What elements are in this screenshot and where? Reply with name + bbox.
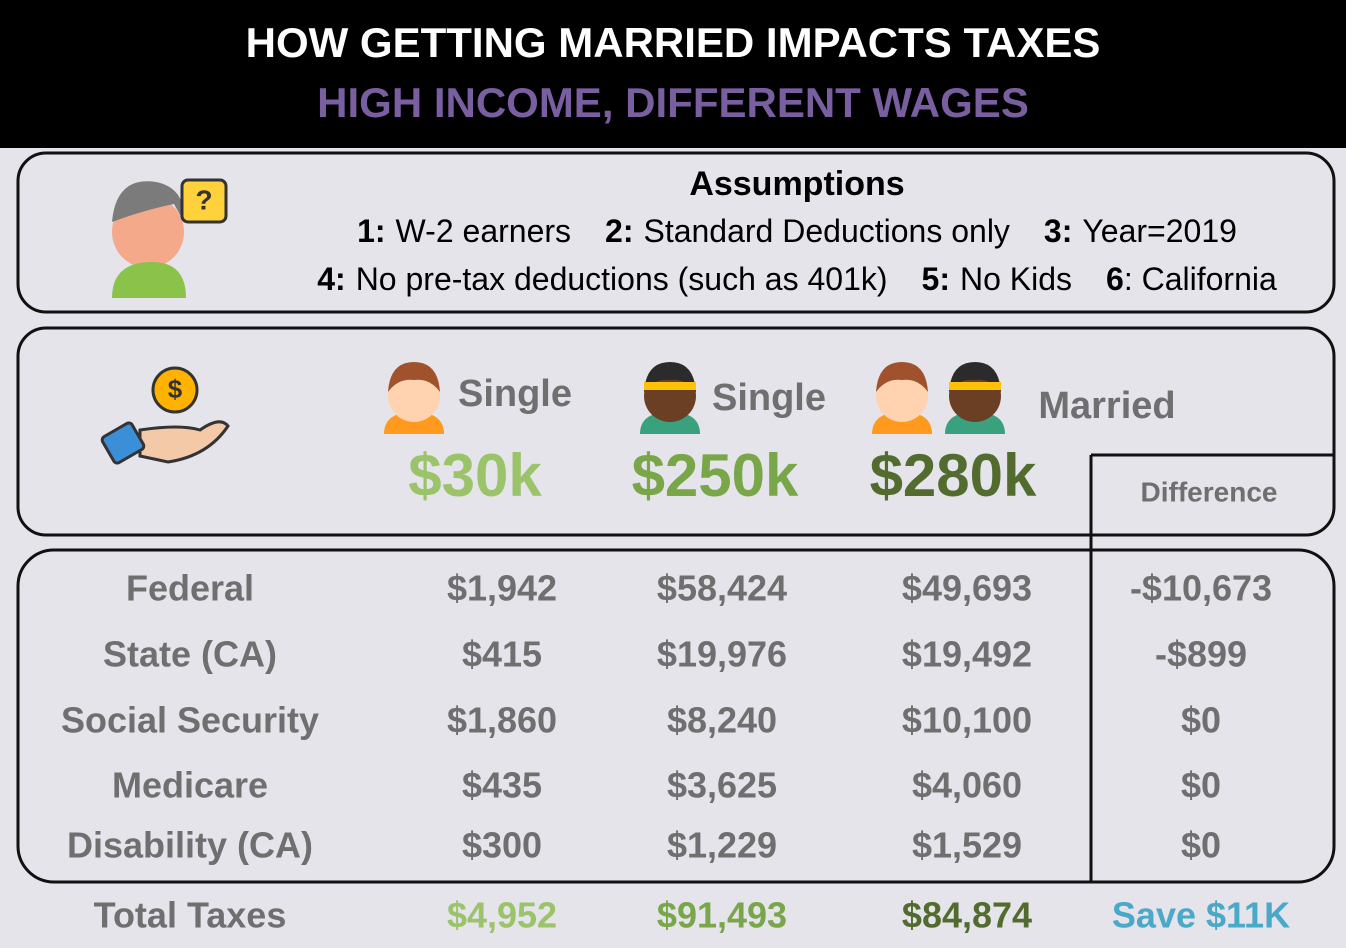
cell: $1,860 (447, 700, 557, 741)
cell: $58,424 (657, 568, 787, 609)
cell: $4,060 (912, 765, 1022, 806)
svg-text:?: ? (195, 184, 212, 215)
row-label: Medicare (112, 765, 268, 806)
cell: $1,942 (447, 568, 557, 609)
assumption-number: 6 (1106, 261, 1124, 297)
assumption-number: 3: (1044, 213, 1072, 249)
row-label: Social Security (61, 700, 319, 741)
cell: $8,240 (667, 700, 777, 741)
assumption-text: No Kids (960, 261, 1072, 297)
cell: $3,625 (667, 765, 777, 806)
total-cell: $84,874 (902, 895, 1032, 936)
table: Federal $1,942 $58,424 $49,693 -$10,673 State… (61, 568, 1290, 936)
body (872, 412, 932, 434)
cell: $1,229 (667, 825, 777, 866)
cell: $1,529 (912, 825, 1022, 866)
assumption-number: 1: (357, 213, 385, 249)
cell: -$899 (1155, 634, 1247, 675)
hair (949, 362, 1001, 392)
assumption-text: : California (1124, 261, 1277, 297)
table-box (16, 548, 1336, 884)
subtitle: HIGH INCOME, DIFFERENT WAGES (317, 79, 1029, 126)
cell: $300 (462, 825, 542, 866)
assumption-number: 5: (922, 261, 950, 297)
hair (876, 362, 928, 392)
income-amount: $280k (870, 442, 1037, 509)
assumption-text: No pre-tax deductions (such as 401k) (356, 261, 888, 297)
row-label: Federal (126, 568, 254, 609)
assumption-number: 2: (605, 213, 633, 249)
income-label: Single (712, 377, 826, 419)
body (945, 412, 1005, 434)
head (876, 370, 928, 422)
cell: $0 (1181, 700, 1221, 741)
hair (388, 362, 440, 392)
thinking-icon: ? (112, 178, 228, 298)
assumption-text: W-2 earners (396, 213, 571, 249)
cell: $10,100 (902, 700, 1032, 741)
assumption-number: 4: (317, 261, 345, 297)
row-label: State (CA) (103, 634, 277, 675)
band (644, 382, 696, 390)
body (640, 412, 700, 434)
person-icons (384, 362, 1005, 434)
cell: $19,492 (902, 634, 1032, 675)
cell: $19,976 (657, 634, 787, 675)
svg-text:$: $ (168, 374, 183, 404)
band (949, 382, 1001, 390)
total-cell: $4,952 (447, 895, 557, 936)
assumptions-box (16, 151, 1336, 314)
head (388, 370, 440, 422)
title: HOW GETTING MARRIED IMPACTS TAXES (246, 19, 1101, 66)
total-label: Total Taxes (94, 895, 287, 936)
assumption-text: Standard Deductions only (643, 213, 1009, 249)
cell: $0 (1181, 825, 1221, 866)
assumptions-title: Assumptions (689, 165, 904, 203)
cell: $49,693 (902, 568, 1032, 609)
income-label: Married (1038, 385, 1175, 427)
income-amount: $250k (632, 442, 799, 509)
income-amount: $30k (408, 442, 542, 509)
cell: -$10,673 (1130, 568, 1272, 609)
row-label: Disability (CA) (67, 825, 313, 866)
income-box (16, 326, 1336, 537)
hair (644, 362, 696, 392)
assumptions-line: 1: W-2 earners 2: Standard Deductions only 3… (357, 213, 1237, 249)
cell: $415 (462, 634, 542, 675)
difference-header: Difference (1141, 476, 1278, 507)
body (384, 412, 444, 434)
assumption-text: Year=2019 (1082, 213, 1237, 249)
cell: $435 (462, 765, 542, 806)
header-band (0, 0, 1346, 148)
money-hand-icon: $ (100, 366, 230, 465)
income-label: Single (458, 373, 572, 415)
total-cell: $91,493 (657, 895, 787, 936)
cell: $0 (1181, 765, 1221, 806)
assumptions-line: 4: No pre-tax deductions (such as 401k) 5:… (317, 261, 1277, 297)
total-cell: Save $11K (1112, 895, 1290, 936)
